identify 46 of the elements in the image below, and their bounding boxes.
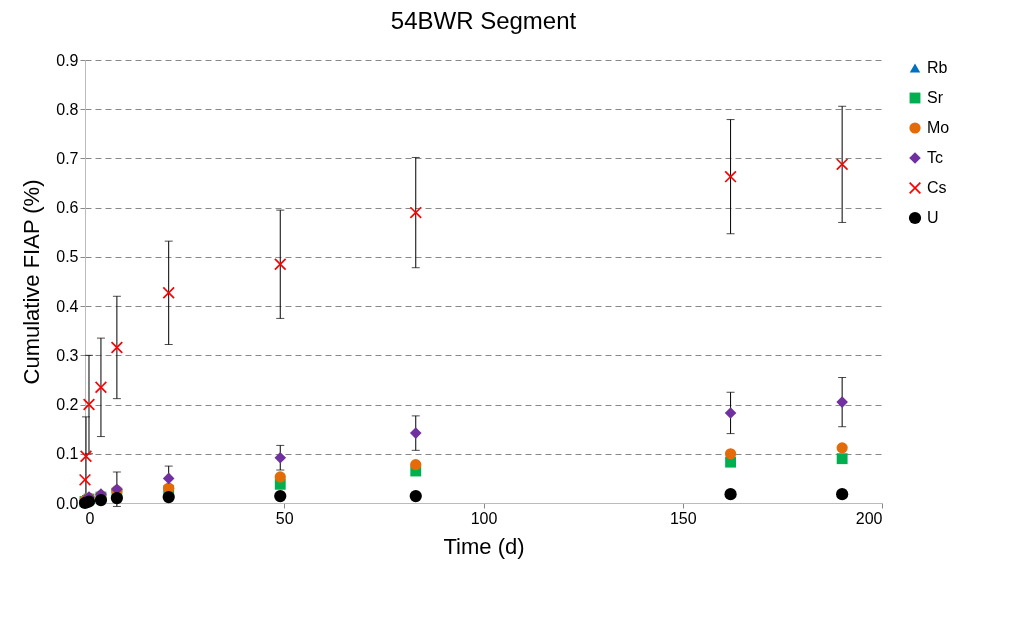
- legend-label: U: [927, 209, 939, 226]
- legend-label: Mo: [927, 119, 950, 136]
- y-axis-title: Cumulative FIAP (%): [19, 179, 45, 385]
- x-tick-label: 200: [855, 509, 883, 527]
- y-tick-label: 0.1: [56, 445, 79, 463]
- x-tick-label: 100: [470, 509, 498, 527]
- y-tick-label: 0.7: [56, 149, 79, 167]
- point: [410, 459, 422, 471]
- point: [162, 472, 175, 485]
- point: [409, 206, 422, 219]
- point: [274, 258, 287, 271]
- x-tick-label: 50: [275, 509, 294, 527]
- chart-title: 54BWR Segment: [390, 7, 577, 34]
- point: [836, 453, 848, 465]
- y-tick-label: 0.0: [56, 494, 79, 512]
- y-tick-label: 0.3: [56, 346, 79, 364]
- point: [274, 490, 287, 503]
- point: [836, 442, 848, 454]
- x-tick-label: 150: [669, 509, 697, 527]
- y-tick-label: 0.2: [56, 396, 79, 414]
- legend-label: Cs: [927, 179, 947, 196]
- point: [79, 473, 91, 486]
- point: [162, 490, 175, 504]
- legend-label: Rb: [927, 59, 948, 76]
- legend-label: Sr: [927, 89, 944, 106]
- x-tick-label: 0: [85, 509, 95, 527]
- point: [724, 407, 737, 419]
- point: [409, 427, 422, 439]
- point: [724, 488, 737, 501]
- x-axis-title: Time (d): [443, 533, 525, 559]
- point: [409, 490, 422, 503]
- point: [724, 170, 737, 183]
- point: [836, 396, 848, 408]
- y-tick-label: 0.4: [56, 297, 79, 315]
- point: [836, 488, 849, 501]
- y-tick-label: 0.9: [56, 51, 79, 69]
- y-tick-label: 0.8: [56, 100, 79, 118]
- point: [110, 491, 123, 505]
- point: [94, 493, 108, 507]
- point: [274, 451, 287, 464]
- y-tick-label: 0.6: [56, 199, 79, 217]
- y-tick-label: 0.5: [56, 248, 79, 266]
- legend-label: Tc: [927, 149, 943, 166]
- point: [724, 448, 737, 460]
- point: [274, 471, 286, 483]
- point: [162, 286, 175, 299]
